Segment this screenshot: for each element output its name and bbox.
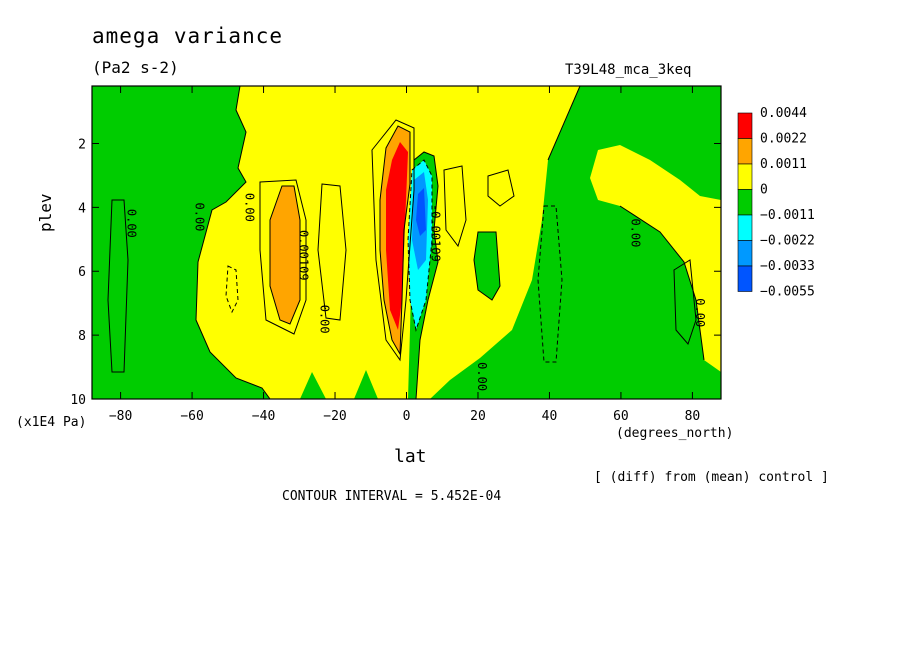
colorbar-swatch: [737, 265, 753, 292]
contour-label: -0.00109: [429, 204, 443, 262]
field-green-bottom: [300, 370, 378, 399]
field-green-north: [430, 86, 721, 399]
colorbar-label: −0.0033: [760, 259, 815, 274]
contour-interval: CONTOUR INTERVAL = 5.452E-04: [282, 489, 502, 504]
x-ticks: −80 −60 −40 −20 0 20 40 60 80: [109, 86, 700, 424]
filled-contours: [92, 86, 721, 399]
colorbar-swatch: [737, 189, 753, 216]
x-tick-label: 0: [403, 409, 411, 424]
y-tick-label: 6: [78, 265, 86, 280]
contour-label: 0.00109: [296, 230, 310, 281]
x-tick-label: −20: [323, 409, 346, 424]
field-green-south: [92, 86, 270, 399]
contour-label: 0.00: [125, 209, 139, 238]
colorbar-swatch: [737, 138, 753, 165]
y-axis-units: (x1E4 Pa): [16, 415, 87, 430]
field-green-strip-a: [108, 200, 128, 372]
x-tick-label: −60: [180, 409, 203, 424]
x-axis-units: (degrees_north): [616, 426, 734, 441]
colorbar-label: 0.0011: [760, 157, 807, 172]
y-tick-label: 10: [70, 393, 86, 408]
field-green-strip-b: [474, 232, 500, 300]
x-tick-label: −80: [109, 409, 132, 424]
colorbar-label: −0.0011: [760, 208, 815, 223]
colorbar-label: 0: [760, 183, 768, 198]
colorbar-swatch: [737, 112, 753, 139]
x-tick-label: 60: [613, 409, 629, 424]
x-tick-label: 20: [470, 409, 486, 424]
colorbar-label: −0.0022: [760, 234, 815, 249]
contour-labels: 0.00 0.00 0.00 0.00109 0.00 0.00 0.00 0.00 -0.00…: [125, 193, 707, 391]
contour-lines: [92, 86, 705, 399]
colorbar-label: 0.0044: [760, 106, 807, 121]
colorbar-swatch: [737, 163, 753, 190]
x-tick-label: −40: [252, 409, 275, 424]
colorbar-label: −0.0055: [760, 285, 815, 300]
y-tick-label: 4: [78, 201, 86, 216]
contour-label: 0.00: [475, 362, 489, 391]
contour-label: 0.00: [318, 305, 332, 334]
colorbar-swatch: [737, 240, 753, 267]
y-tick-label: 8: [78, 329, 86, 344]
colorbar-label: 0.0022: [760, 132, 807, 147]
chart-units: (Pa2 s-2): [92, 58, 179, 77]
contour-label: 0.00: [243, 193, 257, 222]
contour-label: 0.00: [693, 298, 707, 327]
negative-contours: [225, 159, 563, 363]
colorbar-swatch: [737, 214, 753, 241]
chart-title: amega variance: [92, 24, 284, 48]
run-id: T39L48_mca_3keq: [565, 62, 692, 78]
field-darkblue-eq: [416, 188, 426, 236]
x-axis-label: lat: [394, 446, 427, 467]
y-ticks: 2 4 6 8 10: [70, 137, 721, 408]
contour-label: 0.00: [629, 218, 643, 247]
x-tick-label: 40: [542, 409, 558, 424]
colorbar: 0.0044 0.0022 0.0011 0 −0.0011 −0.0022 −0.0033…: [737, 106, 815, 300]
contour-label: 0.00: [193, 202, 207, 231]
x-tick-label: 80: [685, 409, 701, 424]
field-orange-south: [270, 186, 300, 324]
diff-note: [ (diff) from (mean) control ]: [594, 470, 829, 485]
y-tick-label: 2: [78, 137, 86, 152]
